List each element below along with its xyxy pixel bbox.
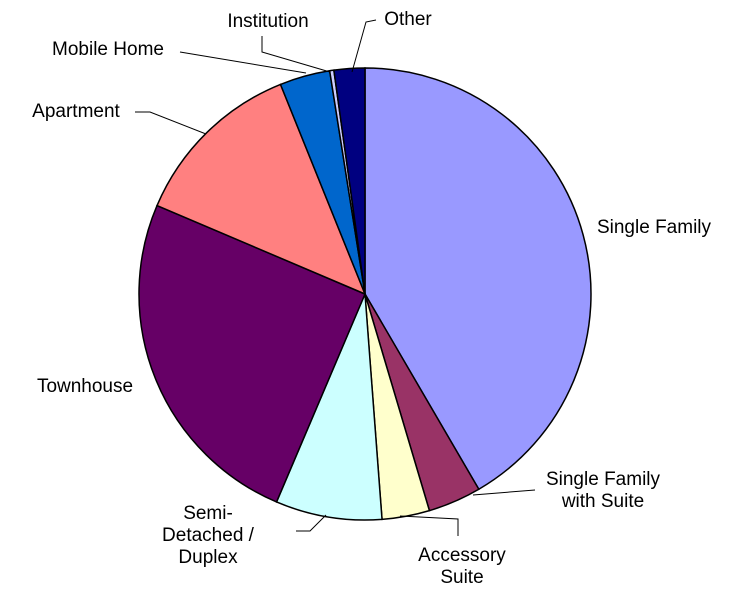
slice-label: Townhouse [36, 376, 134, 397]
slice-label: Semi-Detached / Duplex [162, 503, 254, 568]
leader-line [179, 51, 307, 74]
leader-line [261, 36, 331, 73]
slice-label: Mobile Home [52, 39, 164, 60]
slice-label: Single Family [596, 217, 712, 238]
pie-slice [364, 67, 592, 491]
leader-line [399, 515, 459, 536]
pie-slice [275, 293, 383, 521]
slice-label: Single Family with Suite [545, 469, 661, 512]
leader-line [135, 111, 207, 135]
slice-label: Institution [227, 11, 309, 32]
slice-label: Accessory Suite [418, 545, 506, 588]
slice-label: Apartment [32, 101, 120, 122]
slice-label: Other [384, 9, 432, 30]
pie-slice [138, 204, 366, 503]
leader-line [351, 19, 377, 73]
pie-slice [333, 67, 366, 295]
leader-line [472, 489, 536, 496]
pie-slice [156, 83, 367, 296]
leader-line [296, 514, 327, 532]
